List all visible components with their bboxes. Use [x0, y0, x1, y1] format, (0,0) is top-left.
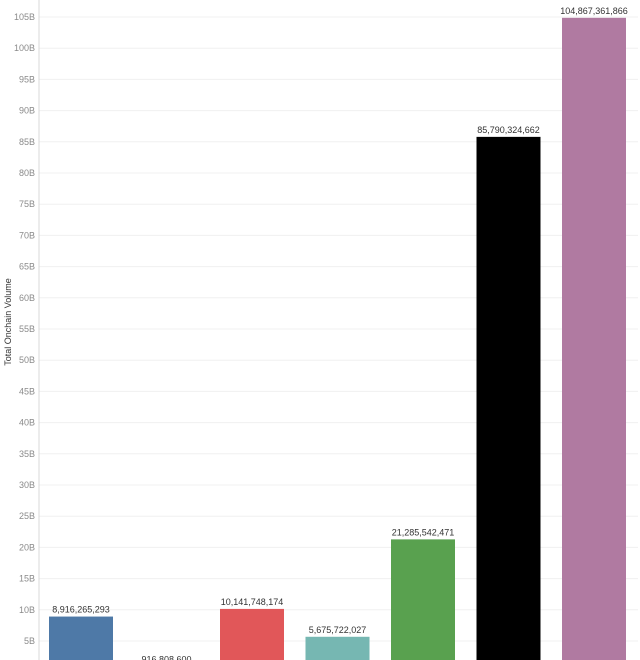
y-axis-ticks: 5B 10B 15B 20B 25B 30B 35B 40B 45B 50B 55B 60B 65B 70…	[14, 12, 35, 646]
bar-value-label: 5,675,722,027	[309, 625, 367, 635]
y-tick-label: 35B	[19, 449, 35, 459]
bar[interactable]	[562, 17, 626, 660]
y-tick-label: 80B	[19, 168, 35, 178]
bar[interactable]	[220, 608, 284, 660]
bar-value-label: 21,285,542,471	[392, 527, 455, 537]
y-tick-label: 10B	[19, 605, 35, 615]
bar[interactable]	[476, 136, 541, 660]
y-tick-label: 95B	[19, 74, 35, 84]
y-tick-label: 85B	[19, 137, 35, 147]
y-tick-label: 40B	[19, 418, 35, 428]
y-tick-label: 55B	[19, 324, 35, 334]
y-tick-label: 50B	[19, 355, 35, 365]
bar-value-label: 104,867,361,866	[560, 6, 628, 16]
y-tick-label: 20B	[19, 542, 35, 552]
y-tick-label: 90B	[19, 106, 35, 116]
y-axis-title: Total Onchain Volume	[3, 278, 13, 366]
bar[interactable]	[391, 539, 455, 660]
y-tick-label: 100B	[14, 43, 35, 53]
y-tick-label: 45B	[19, 386, 35, 396]
bar-value-label: 8,916,265,293	[52, 605, 110, 615]
bar[interactable]	[305, 636, 370, 660]
gridlines	[39, 16, 638, 642]
y-tick-label: 75B	[19, 199, 35, 209]
y-tick-label: 25B	[19, 511, 35, 521]
bar-value-label: 10,141,748,174	[221, 597, 284, 607]
y-tick-label: 65B	[19, 262, 35, 272]
y-tick-label: 70B	[19, 230, 35, 240]
y-tick-label: 15B	[19, 574, 35, 584]
y-tick-label: 105B	[14, 12, 35, 22]
bar[interactable]	[49, 616, 113, 660]
y-tick-label: 30B	[19, 480, 35, 490]
y-tick-label: 5B	[24, 636, 35, 646]
bar-value-label: 916,808,600	[141, 654, 191, 660]
y-tick-label: 60B	[19, 293, 35, 303]
data-labels: 8,916,265,293 916,808,600 10,141,748,174 5,…	[52, 6, 628, 660]
bars	[49, 17, 626, 660]
bar-value-label: 85,790,324,662	[477, 125, 540, 135]
